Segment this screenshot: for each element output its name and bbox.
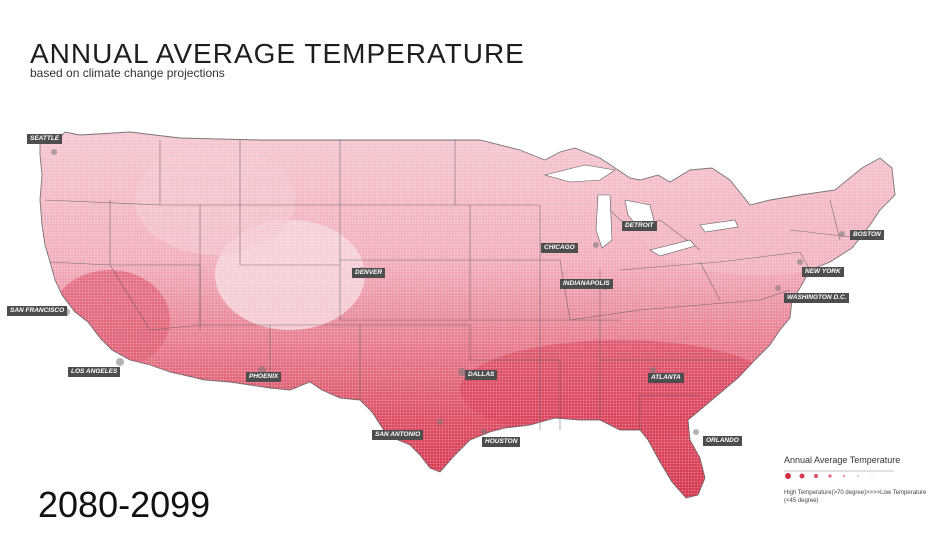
- city-label-chicago: CHICAGO: [541, 243, 578, 253]
- state-borders: [39, 131, 896, 499]
- city-label-indianapolis: INDIANAPOLIS: [560, 279, 613, 289]
- legend-dot-hot-2: [799, 473, 805, 479]
- legend-low-label: (<45 degree): [784, 498, 819, 504]
- legend-dot-cool: [842, 474, 846, 478]
- city-label-dallas: DALLAS: [465, 370, 498, 380]
- legend: Annual Average Temperature High Temperat…: [784, 455, 934, 505]
- legend-dot-cold: [871, 475, 873, 477]
- city-label-houston: HOUSTON: [482, 437, 521, 447]
- city-label-washington-dc: WASHINGTON D.C.: [784, 293, 850, 303]
- city-label-orlando: ORLANDO: [703, 436, 742, 446]
- legend-dot-cooler: [857, 475, 859, 477]
- legend-dot-mild: [828, 474, 832, 478]
- city-label-atlanta: ATLANTA: [648, 373, 684, 383]
- city-label-denver: DENVER: [352, 268, 386, 278]
- city-label-phoenix: PHOENIX: [246, 372, 282, 382]
- legend-range-text: High Temperature(>70 degree)>>>>Low Temp…: [784, 489, 934, 505]
- legend-dot-warm: [814, 474, 818, 478]
- city-label-new-york: NEW YORK: [802, 267, 844, 277]
- map-subtitle: based on climate change projections: [30, 66, 225, 80]
- legend-scale: [784, 470, 894, 479]
- map-title: ANNUAL AVERAGE TEMPERATURE: [30, 38, 525, 69]
- legend-dot-hot: [785, 473, 791, 479]
- time-period-label: 2080-2099: [38, 484, 211, 525]
- legend-title: Annual Average Temperature: [784, 455, 901, 465]
- lake-michigan: [595, 194, 613, 249]
- lake-superior: [543, 164, 616, 183]
- city-label-los-angeles: LOS ANGELES: [68, 367, 121, 377]
- city-label-san-antonio: SAN ANTONIO: [372, 430, 424, 440]
- lake-erie: [649, 239, 696, 257]
- city-label-san-francisco: SAN FRANCISCO: [7, 306, 68, 316]
- city-label-boston: BOSTON: [850, 230, 884, 240]
- city-label-detroit: DETROIT: [622, 221, 657, 231]
- legend-high-label: High Temperature(>70 degree)>>>>Low Temp…: [784, 490, 927, 496]
- city-label-seattle: SEATTLE: [27, 134, 63, 144]
- lake-ontario: [699, 219, 739, 233]
